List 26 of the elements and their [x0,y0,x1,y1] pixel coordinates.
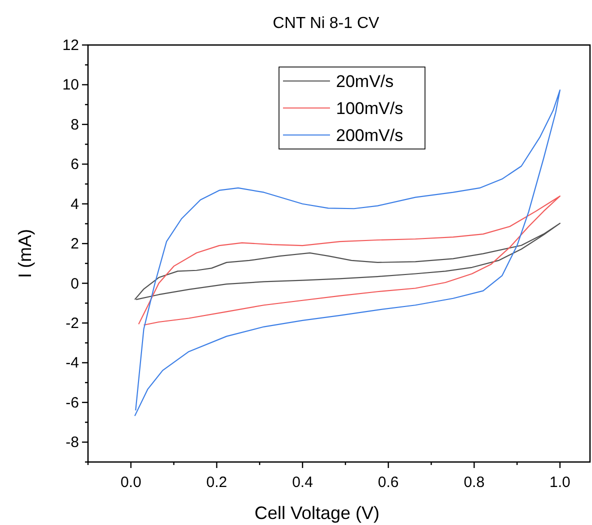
y-tick-label: 0 [70,275,79,292]
y-tick-label: 12 [62,37,79,54]
y-tick-label: 4 [70,196,79,213]
y-tick-label: 2 [70,236,79,253]
y-tick-label: -8 [66,434,79,452]
y-tick-label: 6 [70,156,79,174]
x-tick-label: 0.2 [206,474,228,491]
chart-title: CNT Ni 8-1 CV [272,15,380,32]
x-axis-title: Cell Voltage (V) [254,503,380,523]
y-tick-label: 8 [70,116,79,134]
y-axis-title: I (mA) [15,229,35,278]
x-tick-label: 0.6 [378,474,399,491]
y-tick-label: -2 [66,315,79,332]
line-series [134,90,561,416]
legend-label: 20mV/s [336,72,394,91]
x-tick-label: 1.0 [550,474,570,491]
legend-label: 200mV/s [336,126,404,145]
x-tick-label: 0.4 [292,474,313,491]
line-series [138,196,561,326]
y-tick-label: -4 [66,354,79,372]
y-tick-label: -6 [66,394,79,412]
x-tick-label: 0.0 [120,474,142,491]
legend-label: 100mV/s [336,99,404,118]
y-tick-label: 10 [62,76,79,94]
line-series [134,222,561,300]
x-tick-label: 0.8 [464,474,485,491]
